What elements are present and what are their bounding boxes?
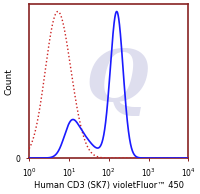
- Text: Q: Q: [85, 46, 148, 117]
- Y-axis label: Count: Count: [4, 68, 13, 94]
- X-axis label: Human CD3 (SK7) violetFluor™ 450: Human CD3 (SK7) violetFluor™ 450: [34, 181, 184, 190]
